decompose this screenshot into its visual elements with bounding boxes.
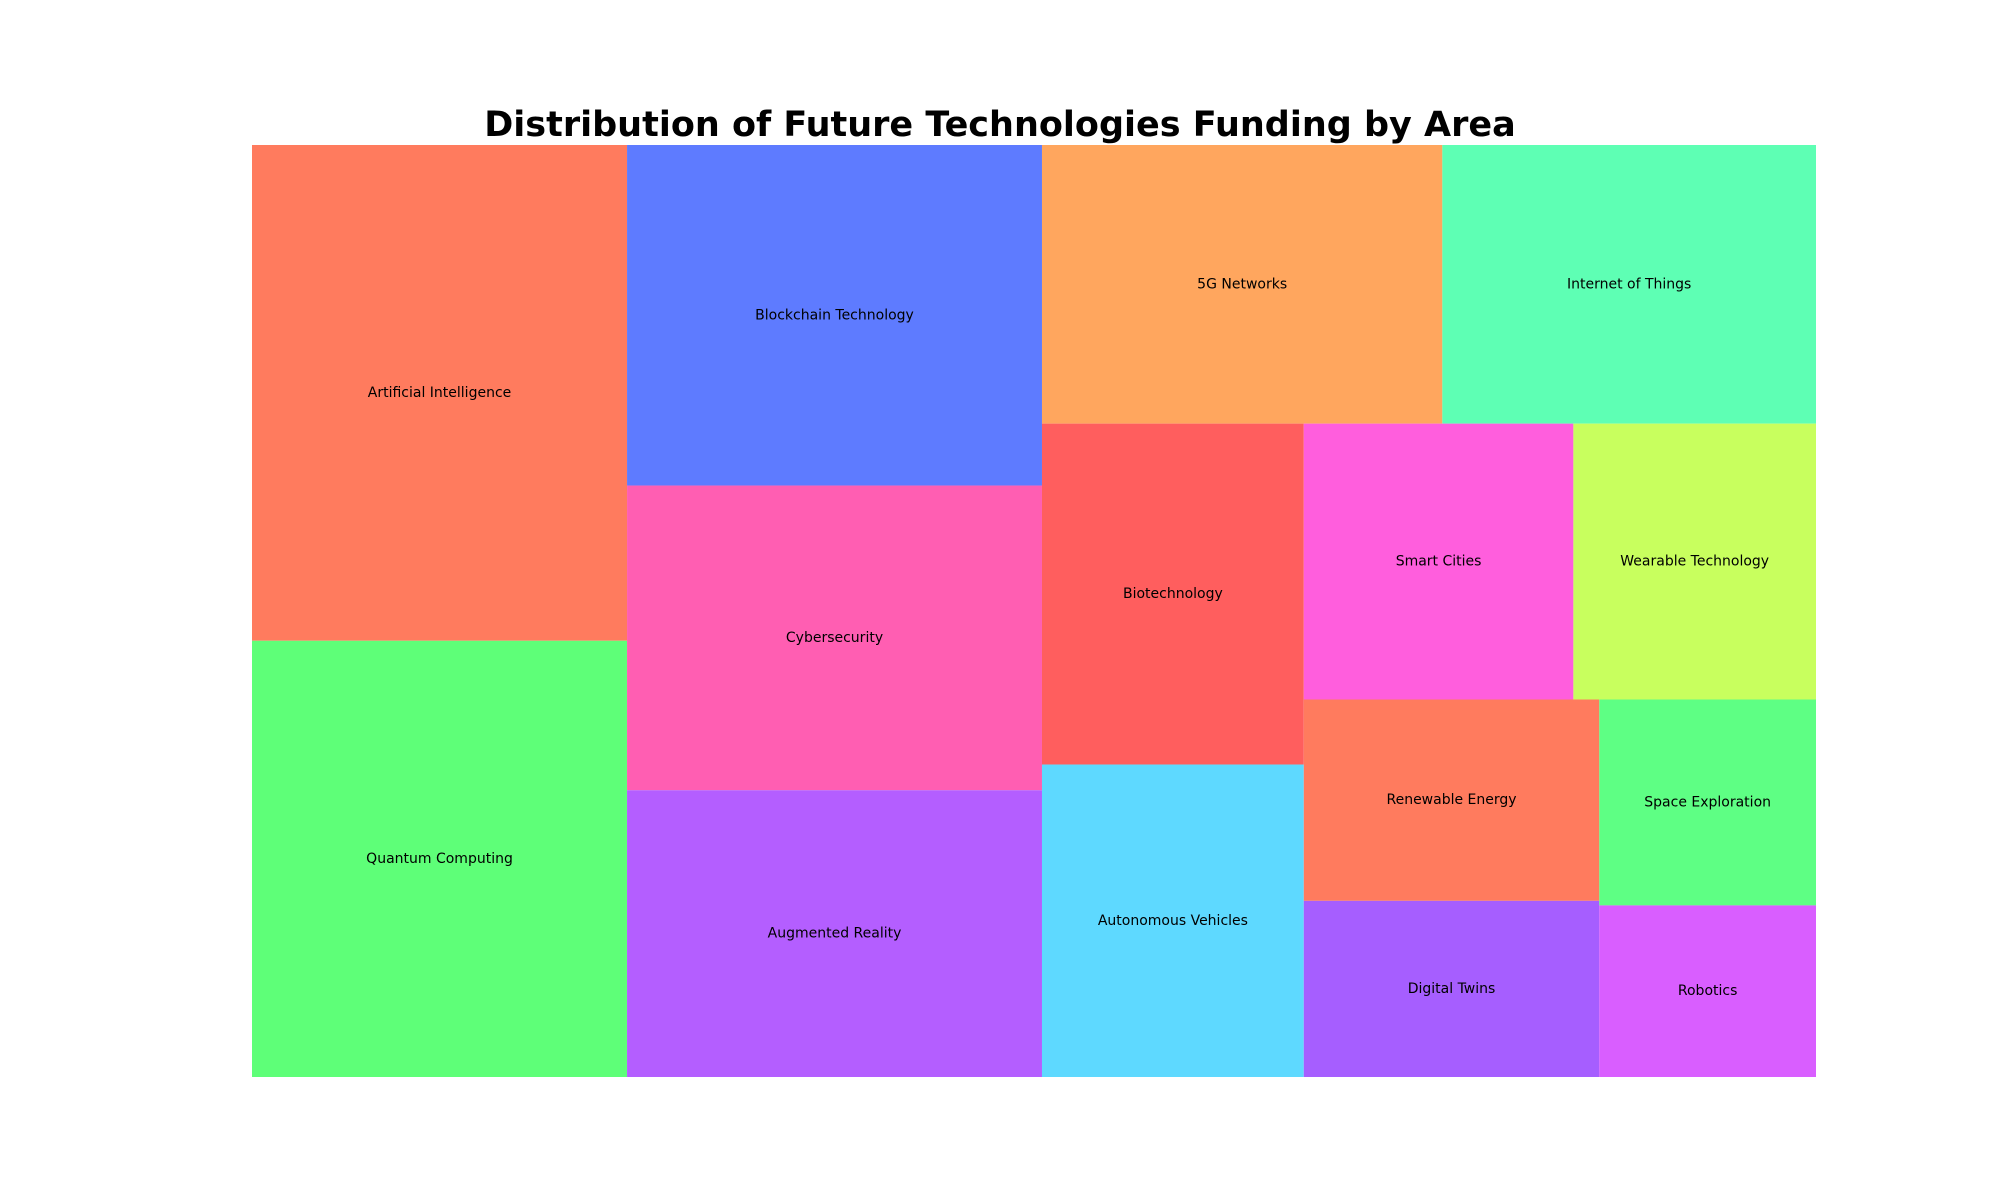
treemap-tile-cybersecurity: Cybersecurity	[627, 485, 1042, 791]
treemap-label-quantum-computing: Quantum Computing	[366, 851, 513, 867]
treemap-tile-wearable-technology: Wearable Technology	[1573, 423, 1816, 700]
treemap-label-smart-cities: Smart Cities	[1396, 554, 1482, 570]
treemap-tile-biotechnology: Biotechnology	[1041, 423, 1304, 765]
treemap-tile-augmented-reality: Augmented Reality	[627, 790, 1042, 1077]
treemap-rect-space-exploration	[1599, 699, 1816, 906]
treemap-label-renewable-energy: Renewable Energy	[1386, 792, 1516, 808]
treemap-rect-wearable-technology	[1573, 423, 1816, 700]
treemap-tile-blockchain-technology: Blockchain Technology	[627, 145, 1042, 486]
treemap-rect-5g-networks	[1041, 145, 1443, 424]
treemap-rect-biotechnology	[1041, 423, 1304, 765]
treemap-label-autonomous-vehicles: Autonomous Vehicles	[1098, 913, 1248, 929]
treemap-label-artificial-intelligence: Artificial Intelligence	[368, 385, 512, 401]
treemap-tile-digital-twins: Digital Twins	[1303, 900, 1600, 1077]
treemap-label-digital-twins: Digital Twins	[1408, 981, 1496, 997]
treemap-label-cybersecurity: Cybersecurity	[786, 630, 883, 646]
treemap-rect-quantum-computing	[252, 640, 628, 1077]
treemap-rect-digital-twins	[1303, 900, 1600, 1077]
treemap-tile-5g-networks: 5G Networks	[1041, 145, 1443, 424]
treemap-rect-artificial-intelligence	[252, 145, 628, 641]
treemap-rect-augmented-reality	[627, 790, 1042, 1077]
treemap-label-wearable-technology: Wearable Technology	[1620, 554, 1769, 570]
treemap-label-biotechnology: Biotechnology	[1123, 586, 1223, 602]
treemap-label-augmented-reality: Augmented Reality	[768, 926, 902, 942]
treemap-tile-space-exploration: Space Exploration	[1599, 699, 1816, 906]
treemap-tile-autonomous-vehicles: Autonomous Vehicles	[1041, 764, 1304, 1077]
treemap-tile-smart-cities: Smart Cities	[1303, 423, 1574, 700]
treemap-tile-robotics: Robotics	[1599, 905, 1816, 1077]
chart-title: Distribution of Future Technologies Fund…	[484, 105, 1516, 145]
treemap-tile-quantum-computing: Quantum Computing	[252, 640, 628, 1077]
treemap-tile-internet-of-things: Internet of Things	[1442, 145, 1816, 424]
treemap-tile-artificial-intelligence: Artificial Intelligence	[252, 145, 628, 641]
treemap-label-blockchain-technology: Blockchain Technology	[755, 307, 914, 323]
treemap-tile-renewable-energy: Renewable Energy	[1303, 699, 1600, 901]
treemap-label-space-exploration: Space Exploration	[1644, 794, 1771, 810]
treemap-label-robotics: Robotics	[1678, 983, 1738, 999]
treemap-label-internet-of-things: Internet of Things	[1567, 276, 1691, 292]
treemap-rect-blockchain-technology	[627, 145, 1042, 486]
treemap-rect-robotics	[1599, 905, 1816, 1077]
treemap-rect-internet-of-things	[1442, 145, 1816, 424]
treemap-rect-autonomous-vehicles	[1041, 764, 1304, 1077]
treemap-label-5g-networks: 5G Networks	[1197, 276, 1287, 292]
treemap-rect-smart-cities	[1303, 423, 1574, 700]
treemap-rect-renewable-energy	[1303, 699, 1600, 901]
treemap-rect-cybersecurity	[627, 485, 1042, 791]
